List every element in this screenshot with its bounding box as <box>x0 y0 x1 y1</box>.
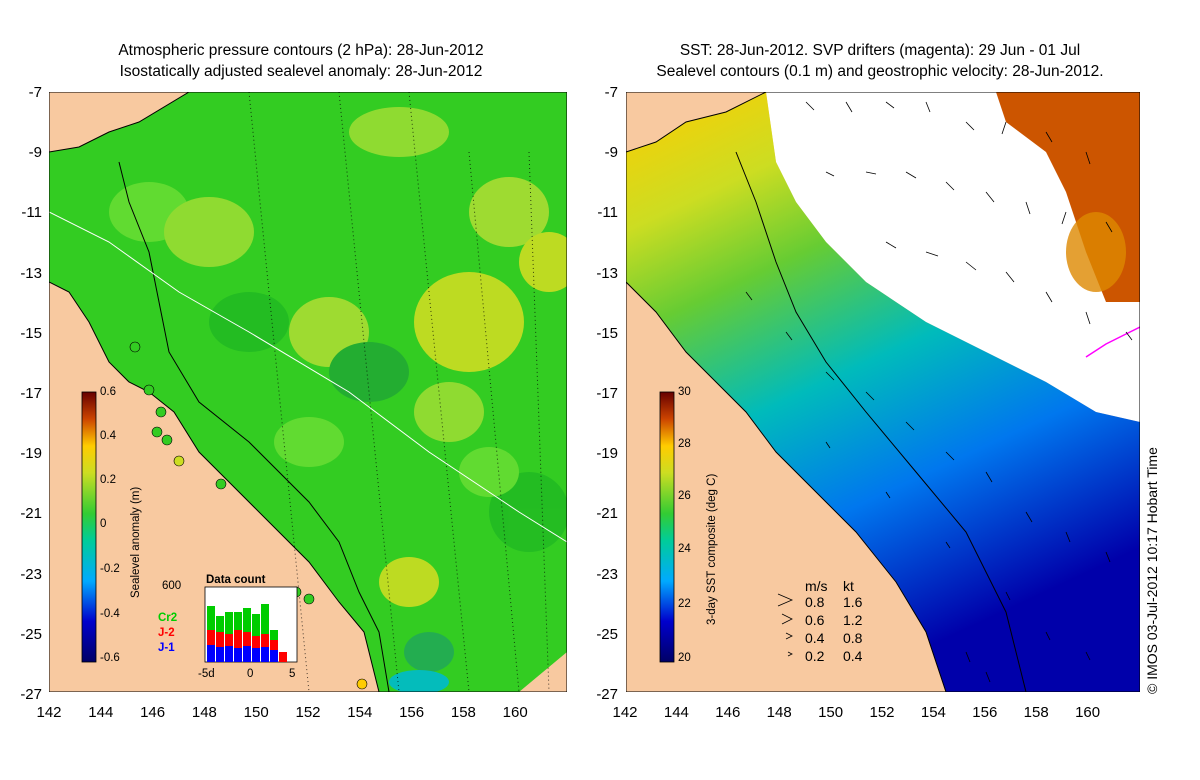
right-cb-tick: 22 <box>678 598 691 610</box>
right-x-tick: 160 <box>1075 704 1101 721</box>
right-y-tick: -13 <box>596 264 618 282</box>
left-cb-tick: 0.2 <box>100 474 116 486</box>
bathymetry-line <box>49 211 567 543</box>
left-x-tick: 160 <box>502 704 528 721</box>
left-y-tick: -23 <box>20 565 42 583</box>
right-y-tick: -17 <box>596 385 618 402</box>
left-x-tick: 146 <box>140 704 166 721</box>
left-y-tick: -17 <box>20 385 42 402</box>
inset-legend-j2: J-2 <box>158 627 175 639</box>
left-x-tick: 150 <box>243 704 269 721</box>
sst-field <box>626 92 1140 692</box>
right-cb-tick: 24 <box>678 543 691 555</box>
right-y-tick: -23 <box>596 565 618 583</box>
right-x-tick: 142 <box>612 704 638 721</box>
left-cb-tick: 0.6 <box>100 386 116 398</box>
speed-legend-ms: 0.4 <box>805 630 825 646</box>
right-x-tick: 158 <box>1023 704 1049 721</box>
speed-legend-ms: 0.2 <box>805 648 825 664</box>
right-cb-tick: 28 <box>678 438 691 450</box>
right-y-tick: -27 <box>596 686 618 703</box>
right-title-line2: Sealevel contours (0.1 m) and geostrophi… <box>656 63 1104 80</box>
right-y-tick: -7 <box>604 84 618 101</box>
shelf-contour <box>118 161 390 692</box>
left-y-tick: -7 <box>28 84 42 101</box>
left-title-line1: Atmospheric pressure contours (2 hPa): 2… <box>118 42 484 59</box>
inset-title: Data count <box>206 574 266 586</box>
pressure-contours <box>248 92 550 692</box>
right-x-tick: 152 <box>869 704 895 721</box>
no-data-region <box>766 92 1140 422</box>
right-cb-tick: 20 <box>678 652 691 664</box>
inset-x-tick: 5 <box>289 668 296 680</box>
left-x-tick: 156 <box>399 704 425 721</box>
left-x-tick: 148 <box>191 704 217 721</box>
left-colorbar-label: Sealevel anomaly (m) <box>130 486 142 598</box>
right-y-tick: -15 <box>596 324 618 342</box>
left-cb-tick: -0.2 <box>100 563 120 575</box>
tide-gauge-markers <box>129 341 368 690</box>
right-title-line1: SST: 28-Jun-2012. SVP drifters (magenta)… <box>679 42 1081 59</box>
inset-ymax-label: 600 <box>162 580 182 592</box>
svp-drifter-track <box>1085 326 1140 358</box>
speed-legend-kt: 1.2 <box>843 612 863 628</box>
anomaly-blotches <box>109 107 567 692</box>
geostrophic-velocity-arrows <box>745 101 1133 683</box>
left-cb-tick: 0.4 <box>100 430 116 442</box>
left-cb-tick: -0.4 <box>100 608 120 620</box>
left-map <box>49 92 567 692</box>
right-x-tick: 144 <box>663 704 689 721</box>
sst-colorbar <box>659 391 675 663</box>
right-y-tick: -21 <box>596 505 618 523</box>
right-y-tick: -11 <box>597 204 618 222</box>
right-y-tick: -19 <box>596 445 618 463</box>
left-x-tick: 158 <box>450 704 476 721</box>
inset-x-tick: 0 <box>247 668 254 680</box>
left-x-tick: 144 <box>88 704 114 721</box>
inset-x-tick: -5d <box>198 668 215 680</box>
inset-legend-cr2: Cr2 <box>158 612 178 624</box>
right-y-tick: -9 <box>604 144 618 162</box>
right-y-tick: -25 <box>596 625 618 643</box>
left-y-tick: -21 <box>20 505 42 523</box>
right-map <box>626 92 1140 692</box>
left-title-line2: Isostatically adjusted sealevel anomaly:… <box>119 63 483 80</box>
speed-legend-kt: 1.6 <box>843 594 863 610</box>
speed-legend-header-ms: m/s <box>805 578 828 594</box>
left-y-tick: -27 <box>20 686 42 703</box>
right-colorbar-label: 3-day SST composite (deg C) <box>706 473 718 625</box>
speed-legend-kt: 0.4 <box>843 648 863 664</box>
right-x-tick: 146 <box>715 704 741 721</box>
left-y-tick: -25 <box>20 625 42 643</box>
right-x-tick: 154 <box>920 704 946 721</box>
left-y-tick: -11 <box>21 204 42 222</box>
left-y-tick: -15 <box>20 324 42 342</box>
speed-legend-ms: 0.8 <box>805 594 825 610</box>
right-x-tick: 156 <box>972 704 998 721</box>
coastline <box>49 92 380 692</box>
anomaly-colorbar <box>81 391 97 663</box>
left-cb-tick: -0.6 <box>100 652 120 664</box>
left-y-tick: -13 <box>20 264 42 282</box>
left-y-tick: -19 <box>20 445 42 463</box>
right-x-tick: 148 <box>766 704 792 721</box>
left-x-tick: 142 <box>36 704 62 721</box>
left-x-tick: 154 <box>347 704 373 721</box>
right-cb-tick: 30 <box>678 386 691 398</box>
right-x-tick: 150 <box>818 704 844 721</box>
imos-credit: © IMOS 03-Jul-2012 10:17 Hobart Time <box>1144 447 1160 694</box>
left-x-tick: 152 <box>295 704 321 721</box>
right-cb-tick: 26 <box>678 490 691 502</box>
speed-legend-ms: 0.6 <box>805 612 825 628</box>
coastline <box>626 92 947 692</box>
speed-legend-kt: 0.8 <box>843 630 863 646</box>
shelf-contour <box>735 151 1027 692</box>
inset-bars <box>207 604 287 662</box>
speed-legend-arrows <box>777 593 794 657</box>
inset-legend-j1: J-1 <box>158 642 175 654</box>
left-cb-tick: 0 <box>100 518 107 530</box>
data-count-inset <box>204 586 298 663</box>
speed-legend-header-kt: kt <box>843 578 854 594</box>
left-y-tick: -9 <box>28 144 42 162</box>
